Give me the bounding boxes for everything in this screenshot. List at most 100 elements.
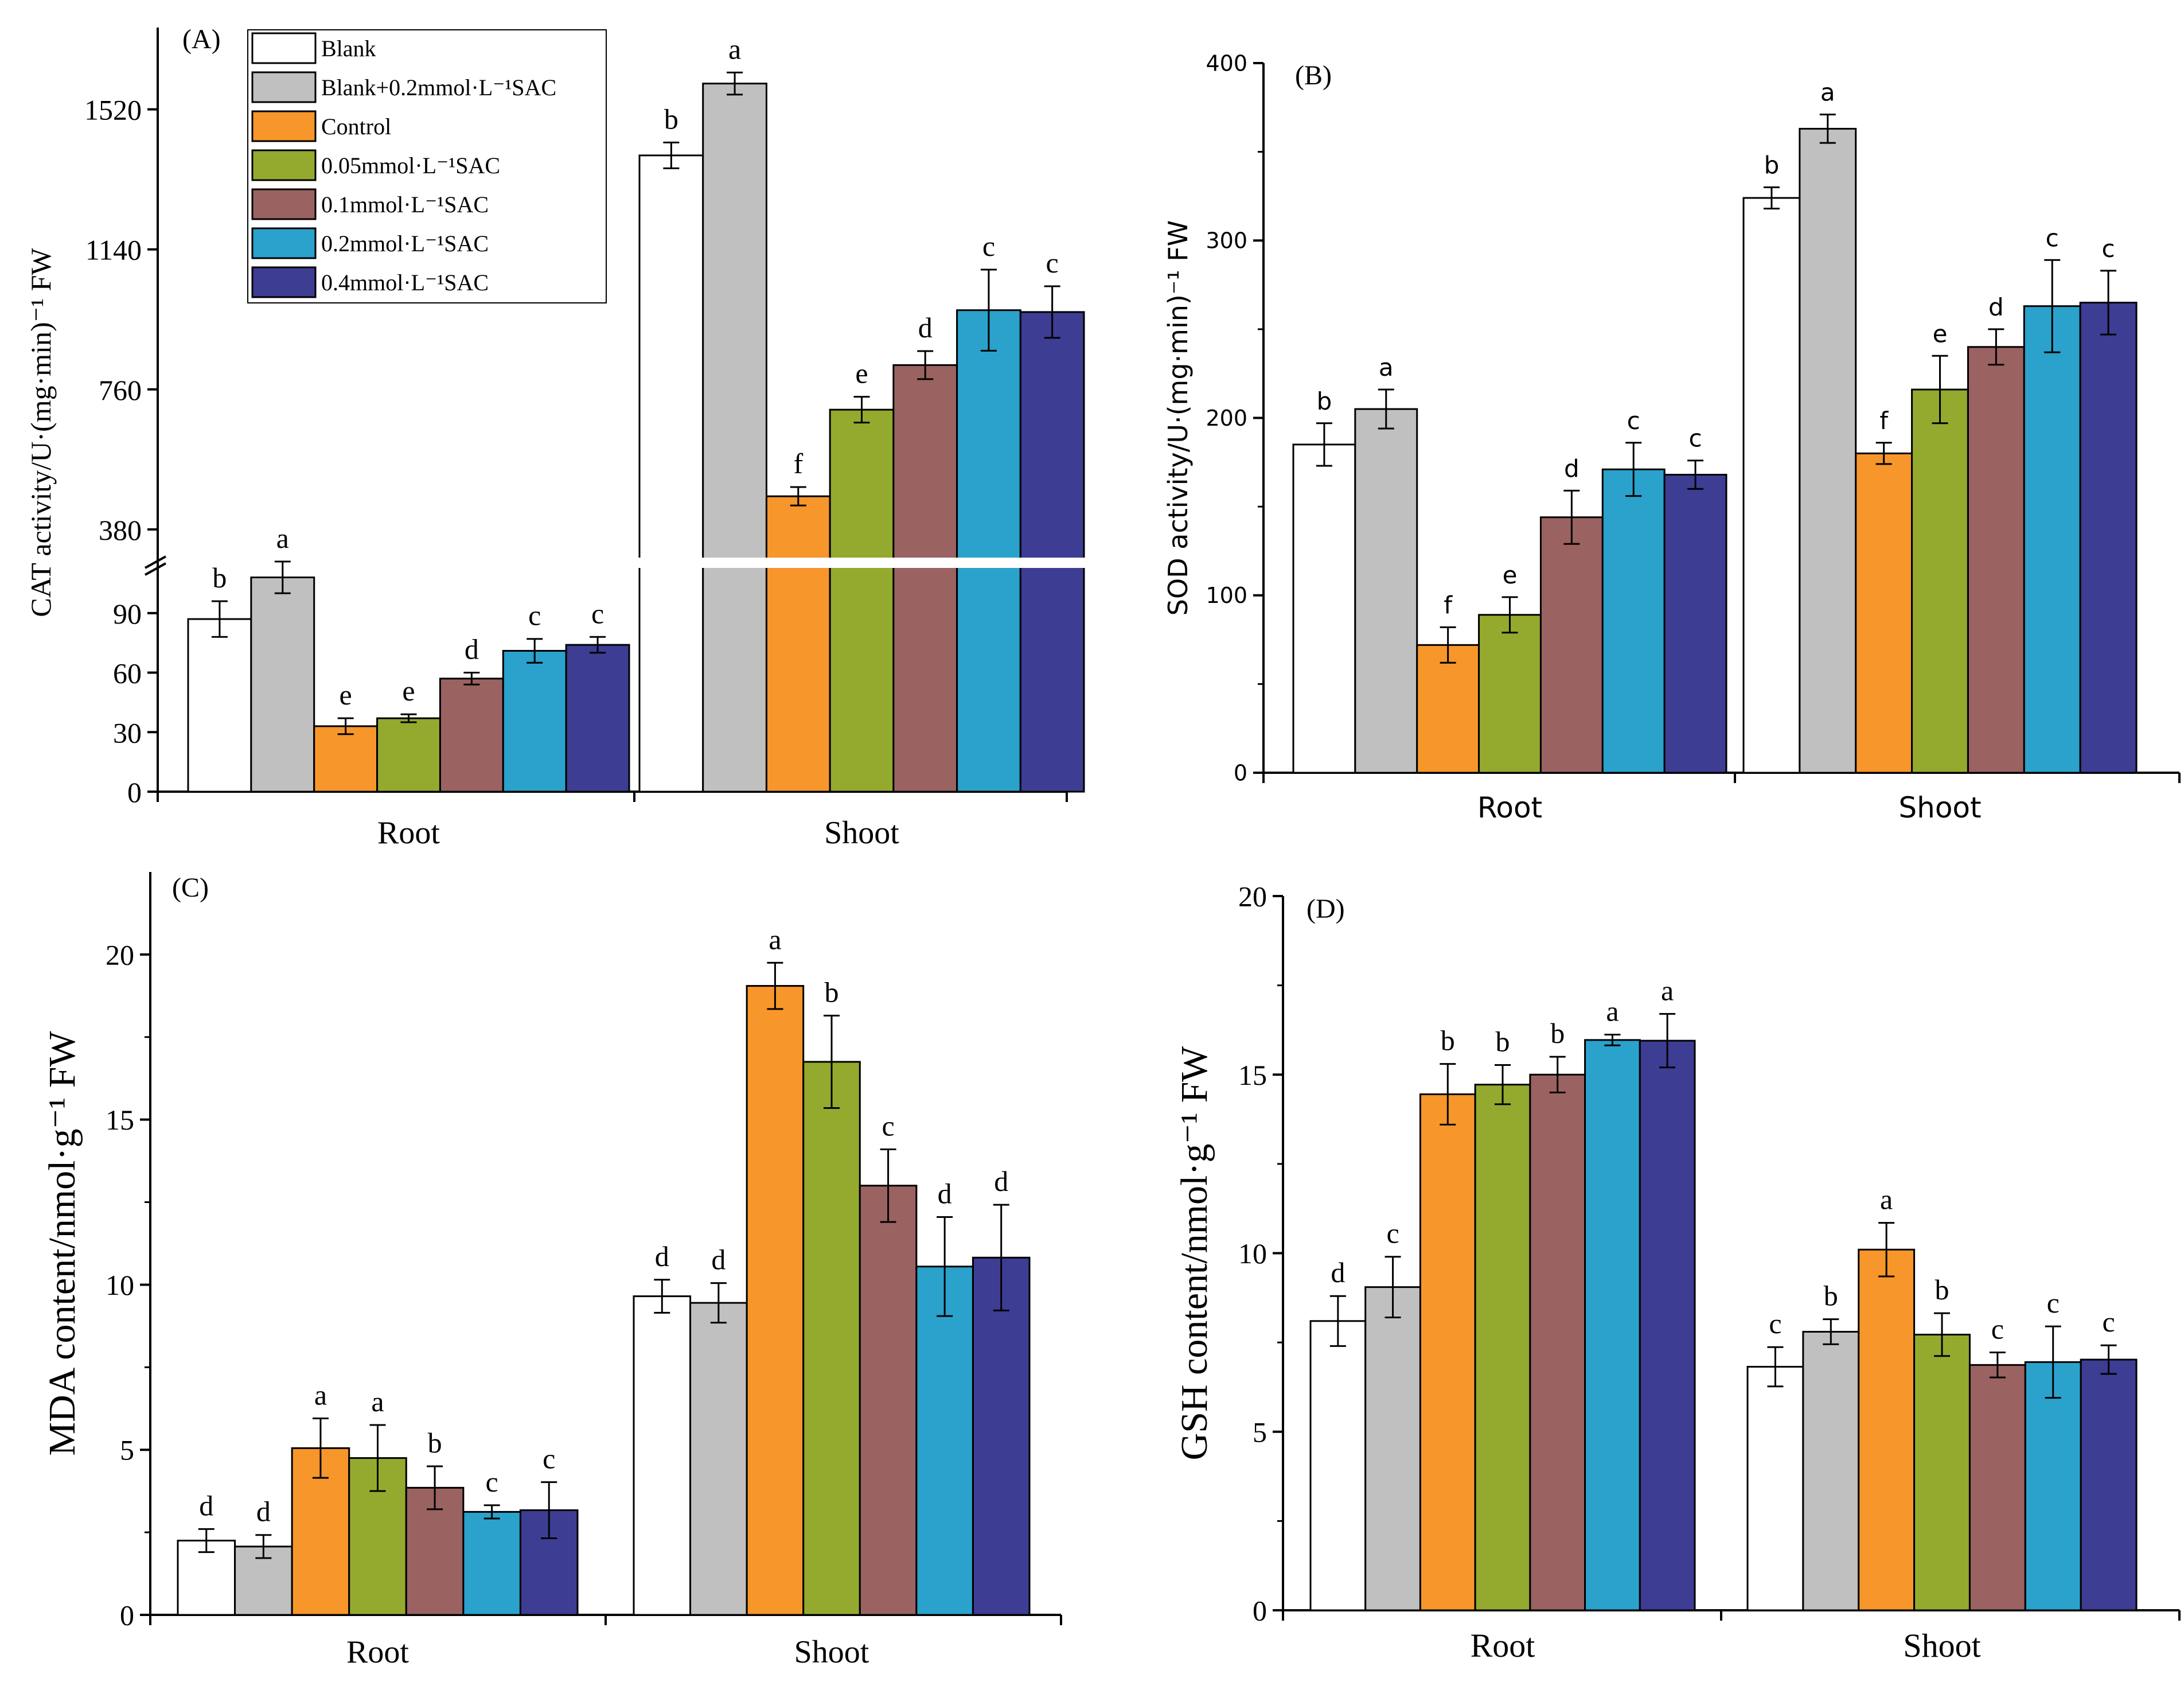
bar-shoot-3 xyxy=(1913,1333,1971,1611)
x-tick-label-shoot: Shoot xyxy=(794,1634,869,1670)
y-tick-label: 20 xyxy=(106,939,134,971)
significance-letter: d xyxy=(199,1489,213,1521)
significance-letter: c xyxy=(543,1443,555,1475)
bar-root-3 xyxy=(1478,614,1542,774)
significance-letter: f xyxy=(1444,591,1453,619)
significance-letter: b xyxy=(1496,1025,1510,1057)
significance-letter: b xyxy=(664,103,678,135)
significance-letter: c xyxy=(1769,1307,1781,1340)
bar-root-6 xyxy=(1639,1039,1696,1611)
significance-letter: d xyxy=(655,1240,669,1272)
legend-label: Blank xyxy=(321,36,376,61)
significance-letter: c xyxy=(1991,1313,2004,1345)
significance-letter: a xyxy=(371,1385,384,1418)
y-tick-label: 380 xyxy=(99,514,142,546)
significance-letter: d xyxy=(1331,1256,1345,1288)
significance-letter: f xyxy=(793,447,803,480)
y-tick-label: 15 xyxy=(106,1104,134,1136)
y-axis-title: SOD activity/U·(mg·min)⁻¹ FW xyxy=(1163,220,1194,616)
y-tick-label: 15 xyxy=(1238,1059,1267,1091)
bar-root-1 xyxy=(1354,408,1418,774)
significance-letter: b xyxy=(212,562,227,594)
significance-letter: a xyxy=(769,923,781,955)
x-tick-label-shoot: Shoot xyxy=(1898,791,1981,824)
significance-letter: e xyxy=(402,675,415,707)
bar-shoot-5 xyxy=(2023,305,2081,774)
bar-shoot-5 xyxy=(915,1266,974,1616)
bar-root-0 xyxy=(187,618,252,793)
bar-root-5 xyxy=(502,649,567,793)
panel-b: 0 100 200 300 400 Root Shoot (B) SOD activity/U·… xyxy=(1163,50,2181,824)
significance-letter: d xyxy=(1988,293,2004,321)
bar-root-2 xyxy=(1416,644,1480,774)
panel-label: (B) xyxy=(1295,60,1332,91)
bar-shoot-0 xyxy=(1746,1365,1804,1611)
bar-root-2 xyxy=(313,725,379,793)
significance-letter: a xyxy=(1606,995,1618,1027)
legend-swatch xyxy=(251,110,317,142)
significance-letter: c xyxy=(486,1466,498,1498)
legend-swatch xyxy=(251,266,317,298)
legend-swatch xyxy=(251,149,317,181)
significance-letter: d xyxy=(256,1496,271,1528)
x-tick-label-root: Root xyxy=(346,1634,409,1670)
x-tick-label-root: Root xyxy=(377,815,440,851)
significance-letter: a xyxy=(314,1379,327,1411)
legend-label: Control xyxy=(321,114,391,139)
bar-shoot-0 xyxy=(638,154,704,793)
panel-label: (C) xyxy=(172,873,209,903)
significance-letter: a xyxy=(728,33,741,65)
y-tick-label: 1140 xyxy=(85,234,142,266)
bar-shoot-1 xyxy=(702,83,767,793)
bar-root-2 xyxy=(1419,1093,1476,1611)
y-tick-label: 1520 xyxy=(84,94,142,126)
y-axis-title: MDA content/nmol·g⁻¹ FW xyxy=(41,1031,83,1456)
legend: Blank Blank+0.2mmol·L⁻¹SAC Control 0.05mmol… xyxy=(247,29,607,303)
y-tick-label: 20 xyxy=(1238,881,1267,913)
legend-label: 0.2mmol·L⁻¹SAC xyxy=(321,231,489,256)
panel-label: (D) xyxy=(1306,894,1345,924)
significance-letter: a xyxy=(1880,1183,1893,1216)
y-tick-label: 0 xyxy=(1234,760,1247,785)
bar-root-4 xyxy=(439,678,504,793)
bar-shoot-5 xyxy=(2024,1361,2082,1611)
significance-letter: d xyxy=(711,1244,726,1276)
panel-label: (A) xyxy=(182,24,221,54)
panel-d: 0 5 10 15 20 Root Shoot (D) GSH content/nmol·g⁻¹… xyxy=(1173,881,2181,1664)
significance-letter: c xyxy=(2102,1306,2115,1338)
y-axis-title: CAT activity/U·(mg·min)⁻¹ FW xyxy=(25,248,57,617)
bar-shoot-0 xyxy=(1742,197,1801,774)
bar-shoot-3 xyxy=(802,1061,861,1616)
bar-root-4 xyxy=(1539,516,1604,774)
significance-letter: e xyxy=(855,357,868,390)
bar-root-3 xyxy=(1474,1084,1531,1611)
significance-letter: c xyxy=(591,597,604,629)
x-tick-label-shoot: Shoot xyxy=(824,815,899,851)
x-tick-label-root: Root xyxy=(1477,791,1542,824)
significance-letter: d xyxy=(994,1165,1008,1197)
significance-letter: b xyxy=(1550,1017,1565,1049)
y-tick-label: 30 xyxy=(113,717,142,749)
significance-letter: c xyxy=(1046,247,1059,279)
significance-letter: b xyxy=(1441,1025,1455,1057)
legend-swatch xyxy=(251,32,317,64)
bar-shoot-2 xyxy=(1855,452,1913,774)
legend-label: Blank+0.2mmol·L⁻¹SAC xyxy=(321,75,556,100)
y-tick-label: 10 xyxy=(1238,1237,1267,1270)
bar-shoot-6 xyxy=(972,1256,1031,1616)
legend-swatch xyxy=(251,227,317,259)
y-tick-label: 300 xyxy=(1206,228,1247,254)
significance-letter: c xyxy=(1689,425,1702,453)
bar-shoot-2 xyxy=(1858,1248,1916,1611)
bar-shoot-3 xyxy=(1911,388,1969,774)
significance-letter: b xyxy=(1824,1280,1838,1312)
significance-letter: b xyxy=(1764,151,1780,179)
bar-shoot-1 xyxy=(1799,127,1857,774)
significance-letter: d xyxy=(938,1177,952,1209)
significance-letter: a xyxy=(1379,353,1394,381)
y-tick-label: 100 xyxy=(1206,583,1247,608)
significance-letter: c xyxy=(528,599,541,632)
bar-root-0 xyxy=(1309,1320,1367,1611)
bar-shoot-2 xyxy=(765,495,831,793)
